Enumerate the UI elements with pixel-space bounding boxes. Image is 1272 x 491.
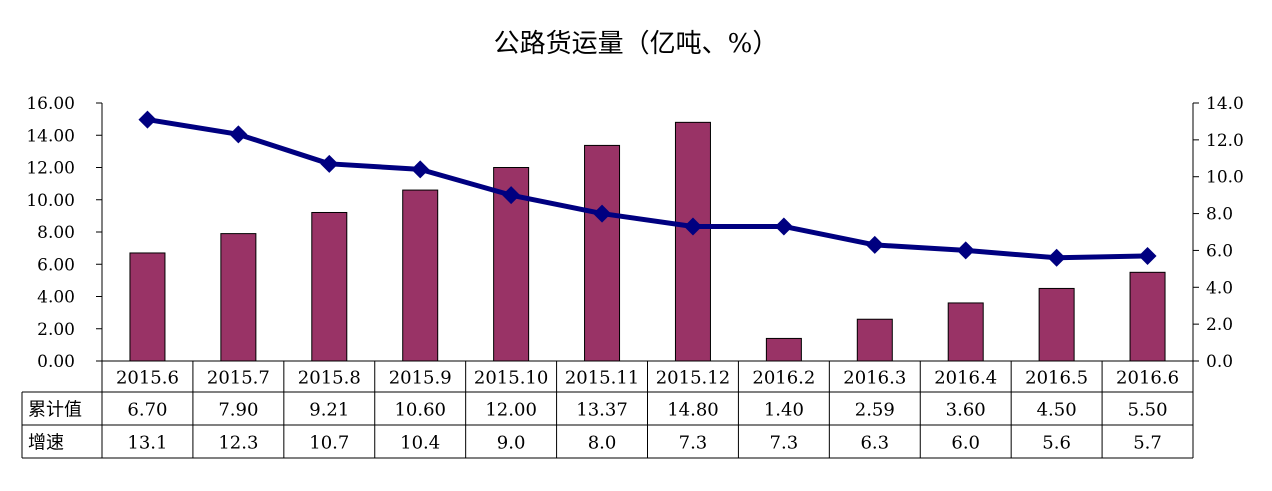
category-label: 2015.6 [116, 368, 179, 389]
right-tick-label: 6.0 [1206, 241, 1233, 261]
category-label: 2015.9 [389, 368, 452, 389]
category-label: 2016.6 [1116, 368, 1179, 389]
category-label: 2015.8 [298, 368, 361, 389]
growth-point [1138, 246, 1157, 265]
bar [947, 302, 984, 362]
category-label: 2015.7 [207, 368, 270, 389]
right-tick-label: 12.0 [1206, 131, 1244, 151]
growth-point [774, 217, 793, 236]
left-tick-label: 4.00 [37, 288, 75, 308]
growth-point [683, 217, 702, 236]
left-tick-label: 8.00 [37, 223, 75, 243]
cumulative-value-cell: 4.50 [1037, 400, 1077, 421]
row-label-cumulative: 累计值 [28, 400, 82, 421]
cumulative-value-cell: 12.00 [485, 400, 537, 421]
growth-value-cell: 6.0 [951, 433, 980, 454]
cumulative-value-cell: 3.60 [946, 400, 986, 421]
growth-value-cell: 10.7 [309, 433, 349, 454]
cumulative-value-cell: 2.59 [855, 400, 895, 421]
bar-series-cumulative [129, 121, 1166, 362]
growth-value-cell: 8.0 [588, 433, 617, 454]
right-tick-label: 10.0 [1206, 168, 1244, 188]
growth-value-cell: 7.3 [770, 433, 799, 454]
left-tick-label: 10.00 [26, 191, 75, 211]
growth-point [502, 186, 521, 205]
growth-point [1047, 248, 1066, 267]
category-label: 2015.11 [565, 368, 639, 389]
left-tick-label: 6.00 [37, 255, 75, 275]
bar [584, 144, 621, 362]
cumulative-value-cell: 13.37 [576, 400, 628, 421]
right-y-axis: 0.0 2.0 4.0 6.0 8.0 10.0 12.0 14.0 [1192, 94, 1244, 372]
left-tick-label: 14.00 [26, 126, 75, 146]
bar [674, 121, 711, 362]
growth-value-cell: 10.4 [400, 433, 440, 454]
category-label: 2016.5 [1025, 368, 1088, 389]
growth-value-cell: 7.3 [679, 433, 708, 454]
growth-value-cell: 13.1 [127, 433, 167, 454]
growth-point [411, 160, 430, 179]
bar [402, 189, 439, 362]
right-tick-label: 4.0 [1206, 278, 1233, 298]
cumulative-value-cell: 9.21 [309, 400, 349, 421]
cumulative-value-cell: 5.50 [1128, 400, 1168, 421]
growth-point [229, 125, 248, 144]
cumulative-value-cell: 10.60 [394, 400, 446, 421]
right-tick-label: 14.0 [1206, 94, 1244, 114]
row-label-growth: 增速 [28, 433, 64, 454]
left-tick-label: 12.00 [26, 159, 75, 179]
cumulative-value-cell: 7.90 [218, 400, 258, 421]
growth-line [147, 117, 1148, 261]
category-label: 2016.2 [752, 368, 815, 389]
growth-point [320, 154, 339, 173]
growth-value-cell: 5.6 [1042, 433, 1071, 454]
bar [220, 233, 257, 362]
data-table: 2015.6 2015.7 2015.8 2015.9 2015.10 2015.11 20… [21, 360, 1194, 459]
left-y-axis: 0.00 2.00 4.00 6.00 8.00 10.00 12.00 14.00 16.00 [26, 94, 103, 372]
category-label: 2015.12 [656, 368, 730, 389]
bar [311, 211, 348, 362]
bar [856, 318, 893, 362]
chart-title: 公路货运量（亿吨、%） [494, 29, 779, 59]
growth-point [138, 110, 157, 129]
growth-value-cell: 6.3 [860, 433, 889, 454]
growth-point [593, 204, 612, 223]
right-tick-label: 0.0 [1206, 352, 1233, 372]
cumulative-value-cell: 14.80 [667, 400, 719, 421]
cumulative-value-cell: 1.40 [764, 400, 804, 421]
growth-point [865, 235, 884, 254]
growth-value-cell: 12.3 [218, 433, 258, 454]
right-tick-label: 8.0 [1206, 205, 1233, 225]
line-series-growth [138, 110, 1157, 267]
bar [1038, 287, 1075, 362]
cumulative-value-cell: 6.70 [127, 400, 167, 421]
category-label: 2015.10 [474, 368, 548, 389]
left-tick-label: 0.00 [37, 352, 75, 372]
growth-value-cell: 9.0 [497, 433, 526, 454]
bar [129, 252, 166, 362]
growth-value-cell: 5.7 [1133, 433, 1162, 454]
right-tick-label: 2.0 [1206, 315, 1233, 335]
left-tick-label: 16.00 [26, 94, 75, 114]
category-label: 2016.4 [934, 368, 997, 389]
growth-point [956, 241, 975, 260]
category-label: 2016.3 [843, 368, 906, 389]
left-tick-label: 2.00 [37, 320, 75, 340]
bar [1129, 271, 1166, 362]
bar [765, 337, 802, 362]
